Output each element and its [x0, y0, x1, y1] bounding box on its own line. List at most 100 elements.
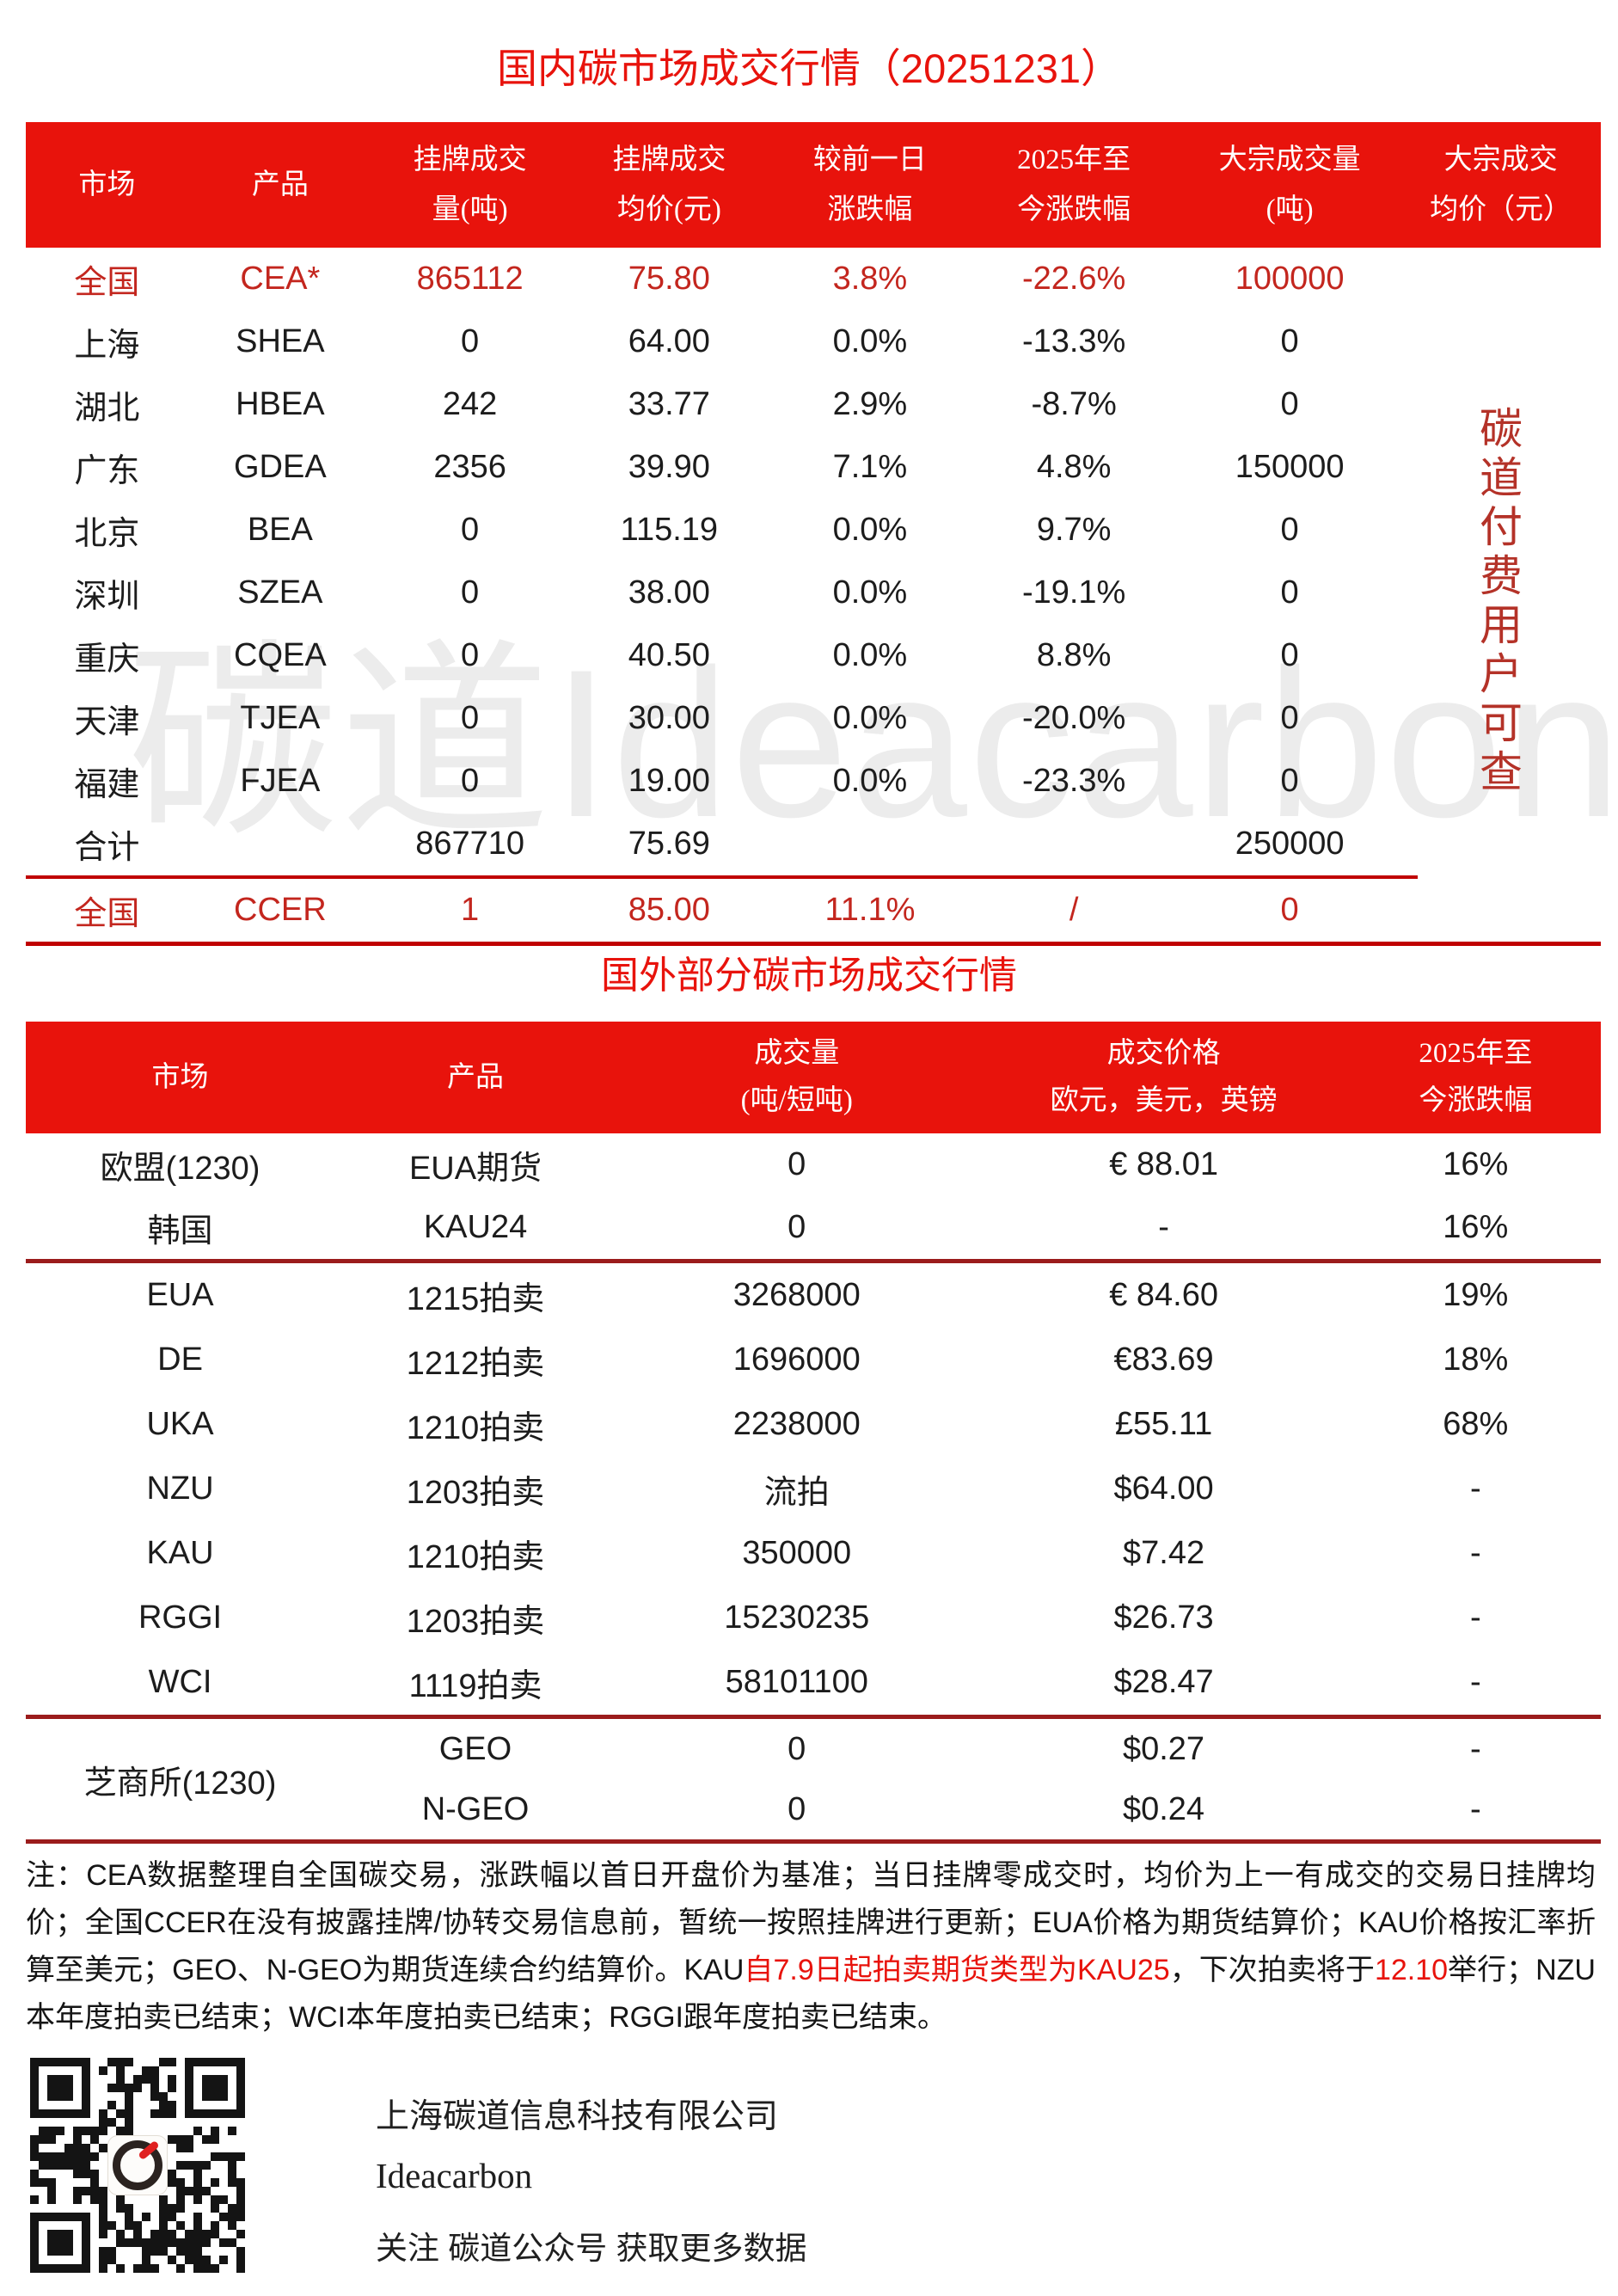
table-row-bea: 北京 BEA 0 115.19 0.0% 9.7% 0	[26, 499, 1601, 562]
cell-listed-volume: 0	[461, 700, 480, 736]
cell-block-volume: 250000	[1235, 826, 1345, 862]
cell-market: 全国	[74, 896, 140, 932]
qr-finder-icon	[30, 2058, 90, 2118]
domestic-table-title: 国内碳市场成交行情（20251231）	[496, 46, 1122, 91]
watermark-text: 碳道Ideacarbon	[127, 625, 1618, 861]
cell-product: 1210拍卖	[406, 1410, 545, 1446]
cell-product: EUA期货	[408, 1151, 542, 1187]
header-listed-volume: 挂牌成交 量(吨)	[413, 144, 527, 225]
table-row-shea: 上海 SHEA 0 64.00 0.0% -13.3% 0	[26, 310, 1601, 373]
cell-price: $0.24	[1122, 1790, 1205, 1827]
domestic-market-table: 市场 产品 挂牌成交 量(吨) 挂牌成交 均价(元) 较前一日 涨跌幅 2025年至今…	[26, 122, 1601, 946]
cell-day-change: 0.0%	[832, 700, 908, 736]
table-row-nzu-auction: NZU 1203拍卖 流拍 $64.00 -	[26, 1457, 1601, 1521]
cell-market: 福建	[74, 767, 140, 803]
table-row-gdea: 广东 GDEA 2356 39.90 7.1% 4.8% 150000	[26, 436, 1601, 499]
cell-market: UKA	[146, 1406, 214, 1442]
cell-listed-price: 33.77	[628, 386, 710, 422]
cell-ytd-change: 18%	[1443, 1341, 1509, 1378]
cell-product: HBEA	[236, 386, 325, 422]
header-market: 市场	[151, 1061, 209, 1093]
cell-listed-price: 19.00	[628, 763, 710, 799]
cell-listed-volume: 0	[461, 763, 480, 799]
note-text-highlight: 自7.9日起拍卖期货类型为KAU25	[744, 1954, 1170, 1986]
table-row-szea: 深圳 SZEA 0 38.00 0.0% -19.1% 0	[26, 562, 1601, 624]
cell-day-change: 0.0%	[832, 637, 908, 673]
cell-day-change: 0.0%	[832, 512, 908, 548]
total-row-divider	[26, 875, 1419, 879]
table-row-total: 合计 867710 75.69 250000	[26, 813, 1601, 875]
cell-ytd-change: /	[1069, 892, 1079, 928]
cell-ytd-change: 16%	[1443, 1146, 1509, 1182]
cell-volume: 流拍	[763, 1475, 830, 1511]
cell-ytd-change: -	[1469, 1535, 1481, 1571]
cell-product: 1119拍卖	[408, 1668, 542, 1704]
cell-market: 上海	[74, 328, 140, 364]
cell-product: 1212拍卖	[406, 1346, 545, 1382]
cell-ytd-change: 9.7%	[1036, 512, 1112, 548]
header-product: 产品	[447, 1061, 505, 1093]
domestic-table-header: 市场 产品 挂牌成交 量(吨) 挂牌成交 均价(元) 较前一日 涨跌幅 2025年至今…	[26, 122, 1601, 248]
qr-code	[26, 2054, 249, 2277]
cell-market: RGGI	[138, 1599, 223, 1636]
cell-ytd-change: -13.3%	[1021, 323, 1126, 359]
cell-market: 全国	[74, 265, 140, 301]
cell-product: GDEA	[234, 449, 327, 485]
cell-day-change: 0.0%	[832, 323, 908, 359]
footnotes: 注：CEA数据整理自全国碳交易，涨跌幅以首日开盘价为基准；当日挂牌零成交时，均价…	[26, 1852, 1596, 2041]
header-ytd-change: 2025年至 今涨跌幅	[1017, 144, 1131, 225]
cell-volume: 2238000	[732, 1406, 861, 1442]
cell-volume: 15230235	[724, 1599, 870, 1636]
cell-block-volume: 0	[1280, 637, 1299, 673]
cell-block-volume: 0	[1280, 512, 1299, 548]
cell-price: € 88.01	[1109, 1146, 1218, 1182]
cell-market: 湖北	[74, 390, 140, 427]
qr-finder-icon	[185, 2058, 245, 2118]
cell-price: -	[1158, 1209, 1169, 1245]
cell-block-volume: 0	[1280, 763, 1299, 799]
company-name: 上海碳道信息科技有限公司	[376, 2098, 779, 2135]
cell-market: NZU	[146, 1470, 214, 1507]
cell-ytd-change: -23.3%	[1021, 763, 1126, 799]
cell-market: 韩国	[147, 1213, 213, 1249]
cell-day-change: 2.9%	[832, 386, 908, 422]
note-text: 举行；NZU本年度拍卖已结束；WCI本年度拍卖已结束；RGGI跟年度拍卖已结束。	[26, 1954, 1596, 2034]
cell-listed-price: 75.80	[628, 261, 710, 297]
cell-ytd-change: -	[1469, 1730, 1481, 1767]
cell-listed-volume: 0	[461, 323, 480, 359]
table-row-geo: GEO 0 $0.27 -	[334, 1719, 1601, 1779]
table-row-wci-auction: WCI 1119拍卖 58101100 $28.47 -	[26, 1650, 1601, 1715]
cell-market: KAU	[146, 1535, 214, 1571]
cell-price: $28.47	[1113, 1664, 1214, 1700]
paid-users-vertical-note: 碳道付费用户可查	[1474, 406, 1522, 798]
cell-listed-volume: 0	[461, 512, 480, 548]
cell-market: 广东	[74, 453, 140, 489]
table-row-de-auction: DE 1212拍卖 1696000 €83.69 18%	[26, 1328, 1601, 1392]
header-listed-avg-price: 挂牌成交 均价(元)	[612, 144, 726, 225]
cell-ytd-change: -19.1%	[1021, 574, 1126, 611]
cell-listed-volume: 867710	[415, 826, 525, 862]
cell-volume: 0	[788, 1209, 806, 1245]
futures-auction-divider	[26, 1259, 1601, 1263]
cell-price: € 84.60	[1109, 1277, 1218, 1313]
cell-product: CQEA	[234, 637, 327, 673]
cell-listed-price: 39.90	[628, 449, 710, 485]
cell-volume: 350000	[742, 1535, 852, 1571]
cell-ytd-change: -	[1469, 1664, 1481, 1700]
table-row-rggi-auction: RGGI 1203拍卖 15230235 $26.73 -	[26, 1586, 1601, 1650]
cell-ytd-change: 4.8%	[1036, 449, 1112, 485]
cme-row-group: 芝商所(1230) GEO 0 $0.27 - N-GEO 0 $0.24 -	[26, 1719, 1601, 1839]
cell-block-volume: 100000	[1235, 261, 1345, 297]
logo-ring-icon	[113, 2140, 162, 2190]
cell-ytd-change: 68%	[1443, 1406, 1509, 1442]
cell-product: FJEA	[240, 763, 321, 799]
cell-volume: 0	[788, 1790, 806, 1827]
table-row-uka-auction: UKA 1210拍卖 2238000 £55.11 68%	[26, 1392, 1601, 1457]
cell-ytd-change: 19%	[1443, 1277, 1509, 1313]
cell-block-volume: 0	[1280, 892, 1299, 928]
table-row-kau-auction: KAU 1210拍卖 350000 $7.42 -	[26, 1521, 1601, 1586]
cell-day-change: 11.1%	[824, 892, 916, 928]
cell-product: 1203拍卖	[406, 1604, 545, 1640]
header-market: 市场	[78, 169, 136, 200]
cell-product: CCER	[234, 892, 327, 928]
